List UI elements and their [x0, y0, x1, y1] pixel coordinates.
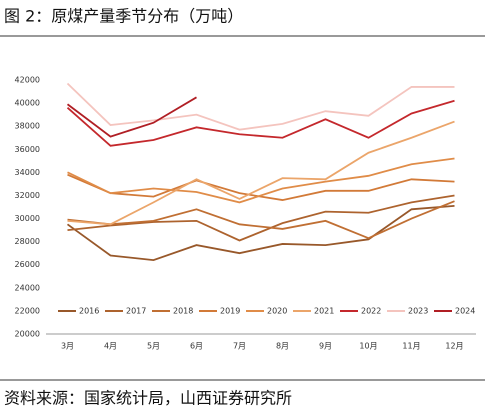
y-tick-label: 30000	[15, 214, 40, 223]
x-tick-label: 12月	[445, 342, 463, 351]
x-tick-label: 7月	[233, 342, 246, 351]
x-tick-label: 3月	[61, 342, 74, 351]
legend-label: 2020	[267, 307, 287, 316]
y-tick-label: 38000	[15, 122, 40, 131]
title: 图 2：原煤产量季节分布（万吨）	[4, 7, 243, 26]
series-line	[66, 204, 455, 262]
series-line	[67, 194, 455, 242]
x-tick-label: 4月	[104, 342, 117, 351]
x-tick-label: 10月	[359, 342, 377, 351]
legend-label: 2016	[79, 307, 99, 316]
legend-label: 2023	[408, 307, 428, 316]
y-tick-label: 24000	[15, 283, 40, 292]
series-line	[67, 200, 455, 240]
series-line	[66, 82, 455, 131]
y-tick-label: 36000	[15, 145, 40, 154]
legend-label: 2017	[126, 307, 146, 316]
y-tick-label: 26000	[15, 260, 40, 269]
series-line	[66, 96, 197, 138]
series-line	[66, 99, 455, 147]
x-tick-label: 8月	[276, 342, 289, 351]
source: 资料来源：国家统计局，山西证券研究所	[4, 389, 292, 408]
x-tick-label: 9月	[319, 342, 332, 351]
legend-label: 2019	[220, 307, 240, 316]
x-tick-label: 11月	[402, 342, 420, 351]
y-tick-label: 42000	[15, 76, 40, 85]
y-tick-label: 20000	[15, 330, 40, 339]
y-tick-label: 34000	[15, 168, 40, 177]
y-tick-label: 32000	[15, 191, 40, 200]
y-tick-label: 40000	[15, 99, 40, 108]
legend-label: 2018	[173, 307, 193, 316]
y-tick-label: 22000	[15, 306, 40, 315]
y-tick-label: 28000	[15, 237, 40, 246]
series-line	[67, 120, 455, 226]
x-tick-label: 6月	[190, 342, 203, 351]
legend-label: 2024	[455, 307, 475, 316]
legend-label: 2021	[314, 307, 334, 316]
x-tick-label: 5月	[147, 342, 160, 351]
series-line	[67, 157, 455, 204]
legend-label: 2022	[361, 307, 381, 316]
series-line	[67, 173, 455, 201]
